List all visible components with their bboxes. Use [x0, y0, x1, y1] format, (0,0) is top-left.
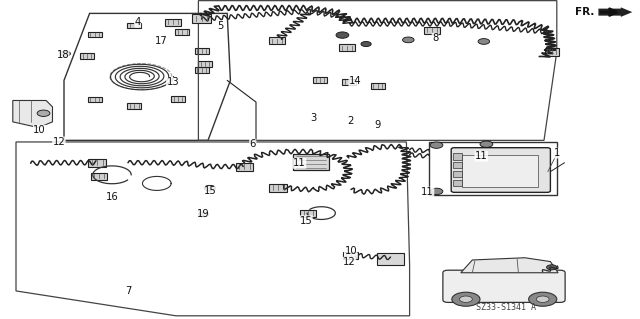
Bar: [453, 180, 462, 186]
Text: 15: 15: [300, 216, 312, 226]
Bar: [339, 44, 355, 51]
Text: 10: 10: [344, 246, 357, 256]
Bar: [171, 96, 185, 102]
FancyBboxPatch shape: [443, 270, 565, 302]
Circle shape: [460, 296, 472, 302]
Circle shape: [547, 265, 557, 270]
Bar: [342, 79, 356, 85]
Polygon shape: [13, 100, 52, 128]
FancyArrow shape: [598, 7, 632, 17]
Bar: [545, 48, 559, 56]
Text: 6: 6: [250, 139, 256, 149]
Circle shape: [37, 110, 50, 116]
Bar: [165, 19, 181, 26]
Text: 14: 14: [349, 76, 362, 86]
Text: 9: 9: [374, 120, 381, 130]
Text: 10: 10: [33, 125, 46, 135]
Bar: [453, 162, 462, 168]
Text: 2: 2: [348, 116, 354, 126]
Circle shape: [430, 142, 443, 148]
Text: 12: 12: [343, 257, 356, 267]
Bar: [453, 171, 462, 177]
Bar: [127, 23, 141, 28]
Circle shape: [452, 292, 480, 306]
Bar: [195, 67, 209, 73]
Bar: [343, 252, 358, 259]
Bar: [377, 253, 404, 265]
Text: 16: 16: [106, 192, 118, 202]
Text: 4: 4: [134, 17, 141, 27]
Circle shape: [361, 41, 371, 47]
Text: 17: 17: [155, 36, 168, 47]
Bar: [269, 184, 287, 191]
FancyBboxPatch shape: [451, 148, 550, 192]
Polygon shape: [461, 258, 558, 273]
Circle shape: [336, 32, 349, 38]
Text: 5: 5: [218, 21, 224, 31]
Bar: [88, 32, 102, 37]
Circle shape: [204, 185, 216, 191]
Text: 12: 12: [52, 137, 65, 147]
Circle shape: [198, 212, 209, 217]
Bar: [462, 155, 538, 187]
Bar: [88, 159, 106, 167]
Text: 11: 11: [421, 187, 434, 197]
Bar: [127, 103, 141, 109]
Text: 13: 13: [166, 77, 179, 87]
Bar: [371, 83, 385, 89]
Text: 15: 15: [204, 186, 216, 197]
Bar: [424, 27, 440, 34]
Text: 11: 11: [475, 151, 488, 161]
Text: 8: 8: [432, 33, 438, 43]
Circle shape: [478, 39, 490, 44]
Bar: [301, 210, 316, 217]
Text: SZ33-S1341 A: SZ33-S1341 A: [476, 303, 536, 312]
Text: 1: 1: [554, 148, 560, 158]
Bar: [80, 53, 94, 59]
Text: 7: 7: [125, 286, 131, 296]
Circle shape: [536, 296, 549, 302]
Bar: [91, 173, 107, 180]
Text: 19: 19: [197, 209, 210, 219]
Bar: [236, 163, 253, 170]
Bar: [198, 61, 212, 67]
Text: 3: 3: [310, 113, 317, 123]
Bar: [192, 14, 211, 23]
Text: FR.: FR.: [575, 7, 594, 17]
Circle shape: [403, 37, 414, 43]
Bar: [453, 153, 462, 160]
Bar: [313, 77, 327, 83]
Bar: [269, 37, 285, 44]
Circle shape: [529, 292, 557, 306]
Text: 18: 18: [56, 50, 69, 60]
Bar: [293, 154, 329, 170]
Text: 11: 11: [293, 158, 306, 168]
Circle shape: [60, 51, 70, 56]
Bar: [88, 97, 102, 102]
Bar: [175, 29, 189, 35]
Circle shape: [430, 188, 443, 195]
Circle shape: [480, 141, 493, 147]
Bar: [195, 48, 209, 54]
